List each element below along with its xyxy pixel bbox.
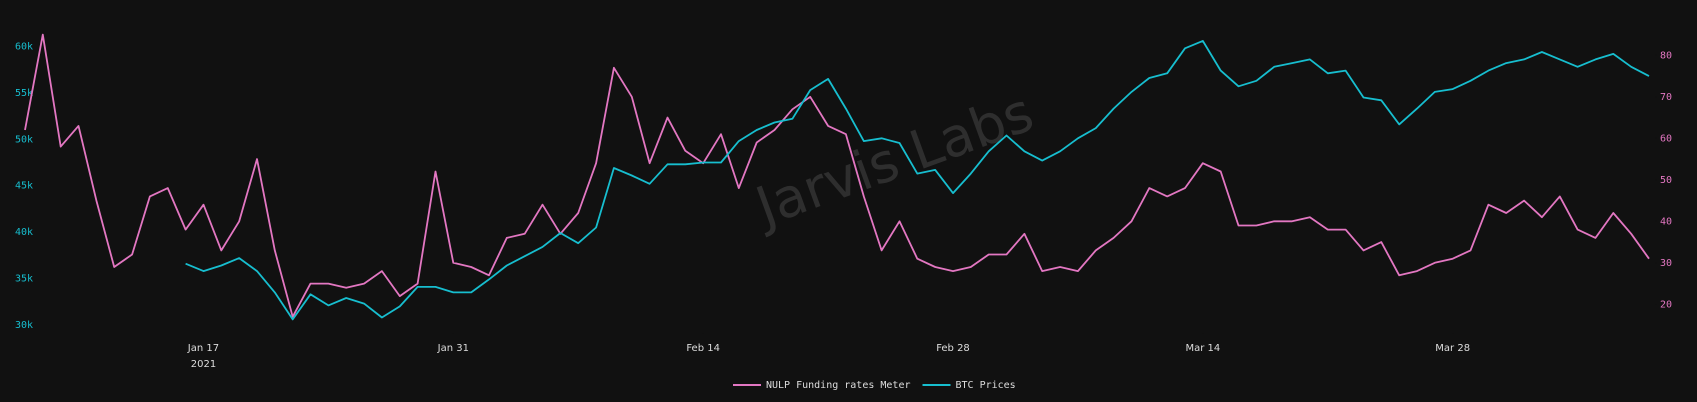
x-tick-label: Feb 28 [936,343,970,354]
y2-tick-label: 60 [1660,133,1672,144]
x-tick-year: 2021 [191,359,216,370]
x-tick-label: Mar 28 [1435,343,1470,354]
x-tick-label: Feb 14 [686,343,720,354]
y-tick-label: 45k [15,181,33,192]
legend-label: NULP Funding rates Meter [766,380,911,391]
series-line [185,40,1650,321]
y-tick-label: 50k [15,134,33,145]
x-tick-label: Jan 17 [187,343,219,354]
x-tick-label: Mar 14 [1185,343,1220,354]
y2-tick-label: 80 [1660,50,1672,61]
x-tick-label: Jan 31 [437,343,469,354]
y2-tick-label: 70 [1660,92,1672,103]
watermark: Jarvis Labs [745,80,1041,239]
y2-tick-label: 50 [1660,175,1672,186]
y2-tick-label: 30 [1660,258,1672,269]
y-tick-label: 55k [15,88,33,99]
y-tick-label: 40k [15,227,33,238]
y2-tick-label: 40 [1660,216,1672,227]
y-tick-label: 35k [15,274,33,285]
legend-label: BTC Prices [956,380,1016,391]
y-tick-label: 60k [15,41,33,52]
y2-tick-label: 20 [1660,299,1672,310]
series-line [24,33,1650,318]
y-tick-label: 30k [15,320,33,331]
